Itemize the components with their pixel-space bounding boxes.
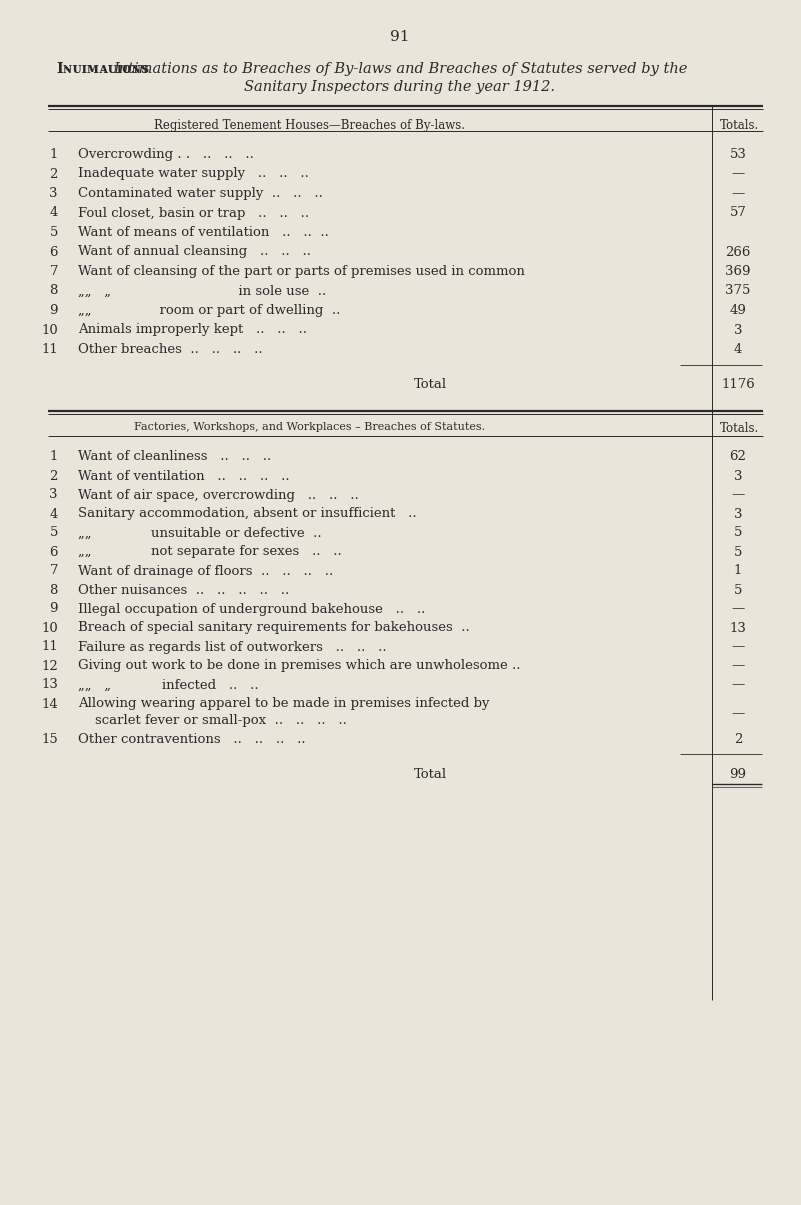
Text: 13: 13 xyxy=(730,622,747,635)
Text: 4: 4 xyxy=(50,507,58,521)
Text: „„   „            infected   ..   ..: „„ „ infected .. .. xyxy=(78,678,259,692)
Text: Inadequate water supply   ..   ..   ..: Inadequate water supply .. .. .. xyxy=(78,167,309,181)
Text: 3: 3 xyxy=(734,507,743,521)
Text: 4: 4 xyxy=(734,343,743,355)
Text: 11: 11 xyxy=(41,641,58,653)
Text: —: — xyxy=(731,167,745,181)
Text: Want of drainage of floors  ..   ..   ..   ..: Want of drainage of floors .. .. .. .. xyxy=(78,564,333,577)
Text: 5: 5 xyxy=(734,546,743,558)
Text: 62: 62 xyxy=(730,451,747,464)
Text: 2: 2 xyxy=(50,167,58,181)
Text: Want of air space, overcrowding   ..   ..   ..: Want of air space, overcrowding .. .. .. xyxy=(78,488,359,501)
Text: Registered Tenement Houses—Breaches of By-laws.: Registered Tenement Houses—Breaches of B… xyxy=(155,119,465,133)
Text: „„              unsuitable or defective  ..: „„ unsuitable or defective .. xyxy=(78,527,322,540)
Text: Factories, Workshops, and Workplaces – Breaches of Statutes.: Factories, Workshops, and Workplaces – B… xyxy=(135,423,485,433)
Text: Sanitary Inspectors during the year 1912.: Sanitary Inspectors during the year 1912… xyxy=(244,80,556,94)
Text: Iɴᴜɪᴍᴀᴜɪᴏɴs: Iɴᴜɪᴍᴀᴜɪᴏɴs xyxy=(56,61,149,76)
Text: Illegal occupation of underground bakehouse   ..   ..: Illegal occupation of underground bakeho… xyxy=(78,602,425,616)
Text: Want of annual cleansing   ..   ..   ..: Want of annual cleansing .. .. .. xyxy=(78,246,311,259)
Text: 99: 99 xyxy=(730,768,747,781)
Text: 8: 8 xyxy=(50,583,58,596)
Text: Overcrowding . .   ..   ..   ..: Overcrowding . . .. .. .. xyxy=(78,148,254,161)
Text: 53: 53 xyxy=(730,148,747,161)
Text: 8: 8 xyxy=(50,284,58,298)
Text: Intimations as to Breaches of By-laws and Breaches of Statutes served by the: Intimations as to Breaches of By-laws an… xyxy=(113,61,687,76)
Text: —: — xyxy=(731,488,745,501)
Text: „„              not separate for sexes   ..   ..: „„ not separate for sexes .. .. xyxy=(78,546,342,558)
Text: 1: 1 xyxy=(50,451,58,464)
Text: —: — xyxy=(731,707,745,721)
Text: —: — xyxy=(731,187,745,200)
Text: 6: 6 xyxy=(50,246,58,259)
Text: Totals.: Totals. xyxy=(719,423,759,435)
Text: —: — xyxy=(731,641,745,653)
Text: I: I xyxy=(56,61,62,76)
Text: 369: 369 xyxy=(725,265,751,278)
Text: 4: 4 xyxy=(50,206,58,219)
Text: 10: 10 xyxy=(41,622,58,635)
Text: 2: 2 xyxy=(50,470,58,482)
Text: Total: Total xyxy=(413,378,447,392)
Text: „„                room or part of dwelling  ..: „„ room or part of dwelling .. xyxy=(78,304,340,317)
Text: 57: 57 xyxy=(730,206,747,219)
Text: 12: 12 xyxy=(41,659,58,672)
Text: 10: 10 xyxy=(41,323,58,336)
Text: Total: Total xyxy=(413,768,447,781)
Text: 3: 3 xyxy=(50,488,58,501)
Text: Want of cleansing of the part or parts of premises used in common: Want of cleansing of the part or parts o… xyxy=(78,265,525,278)
Text: —: — xyxy=(731,602,745,616)
Text: 3: 3 xyxy=(734,323,743,336)
Text: „„   „                              in sole use  ..: „„ „ in sole use .. xyxy=(78,284,326,298)
Text: 11: 11 xyxy=(41,343,58,355)
Text: Want of cleanliness   ..   ..   ..: Want of cleanliness .. .. .. xyxy=(78,451,272,464)
Text: 3: 3 xyxy=(734,470,743,482)
Text: 5: 5 xyxy=(50,227,58,239)
Text: 9: 9 xyxy=(50,602,58,616)
Text: Breach of special sanitary requirements for bakehouses  ..: Breach of special sanitary requirements … xyxy=(78,622,469,635)
Text: Animals improperly kept   ..   ..   ..: Animals improperly kept .. .. .. xyxy=(78,323,307,336)
Text: Giving out work to be done in premises which are unwholesome ..: Giving out work to be done in premises w… xyxy=(78,659,521,672)
Text: 1176: 1176 xyxy=(721,378,755,392)
Text: 9: 9 xyxy=(50,304,58,317)
Text: Contaminated water supply  ..   ..   ..: Contaminated water supply .. .. .. xyxy=(78,187,323,200)
Text: 3: 3 xyxy=(50,187,58,200)
Text: 5: 5 xyxy=(734,527,743,540)
Text: Want of ventilation   ..   ..   ..   ..: Want of ventilation .. .. .. .. xyxy=(78,470,290,482)
Text: 13: 13 xyxy=(41,678,58,692)
Text: 6: 6 xyxy=(50,546,58,558)
Text: Sanitary accommodation, absent or insufficient   ..: Sanitary accommodation, absent or insuff… xyxy=(78,507,417,521)
Text: Foul closet, basin or trap   ..   ..   ..: Foul closet, basin or trap .. .. .. xyxy=(78,206,309,219)
Text: Totals.: Totals. xyxy=(719,119,759,133)
Text: Other nuisances  ..   ..   ..   ..   ..: Other nuisances .. .. .. .. .. xyxy=(78,583,289,596)
Text: 1: 1 xyxy=(50,148,58,161)
Text: Allowing wearing apparel to be made in premises infected by: Allowing wearing apparel to be made in p… xyxy=(78,698,489,711)
Text: 7: 7 xyxy=(50,564,58,577)
Text: 266: 266 xyxy=(726,246,751,259)
Text: 49: 49 xyxy=(730,304,747,317)
Text: 7: 7 xyxy=(50,265,58,278)
Text: Other breaches  ..   ..   ..   ..: Other breaches .. .. .. .. xyxy=(78,343,263,355)
Text: 5: 5 xyxy=(50,527,58,540)
Text: 15: 15 xyxy=(41,733,58,746)
Text: 14: 14 xyxy=(41,698,58,711)
Text: 2: 2 xyxy=(734,733,743,746)
Text: Want of means of ventilation   ..   ..  ..: Want of means of ventilation .. .. .. xyxy=(78,227,329,239)
Text: Other contraventions   ..   ..   ..   ..: Other contraventions .. .. .. .. xyxy=(78,733,306,746)
Text: scarlet fever or small-pox  ..   ..   ..   ..: scarlet fever or small-pox .. .. .. .. xyxy=(78,713,347,727)
Text: 1: 1 xyxy=(734,564,743,577)
Text: 91: 91 xyxy=(390,30,410,45)
Text: —: — xyxy=(731,678,745,692)
Text: Failure as regards list of outworkers   ..   ..   ..: Failure as regards list of outworkers ..… xyxy=(78,641,387,653)
Text: 5: 5 xyxy=(734,583,743,596)
Text: 375: 375 xyxy=(726,284,751,298)
Text: —: — xyxy=(731,659,745,672)
